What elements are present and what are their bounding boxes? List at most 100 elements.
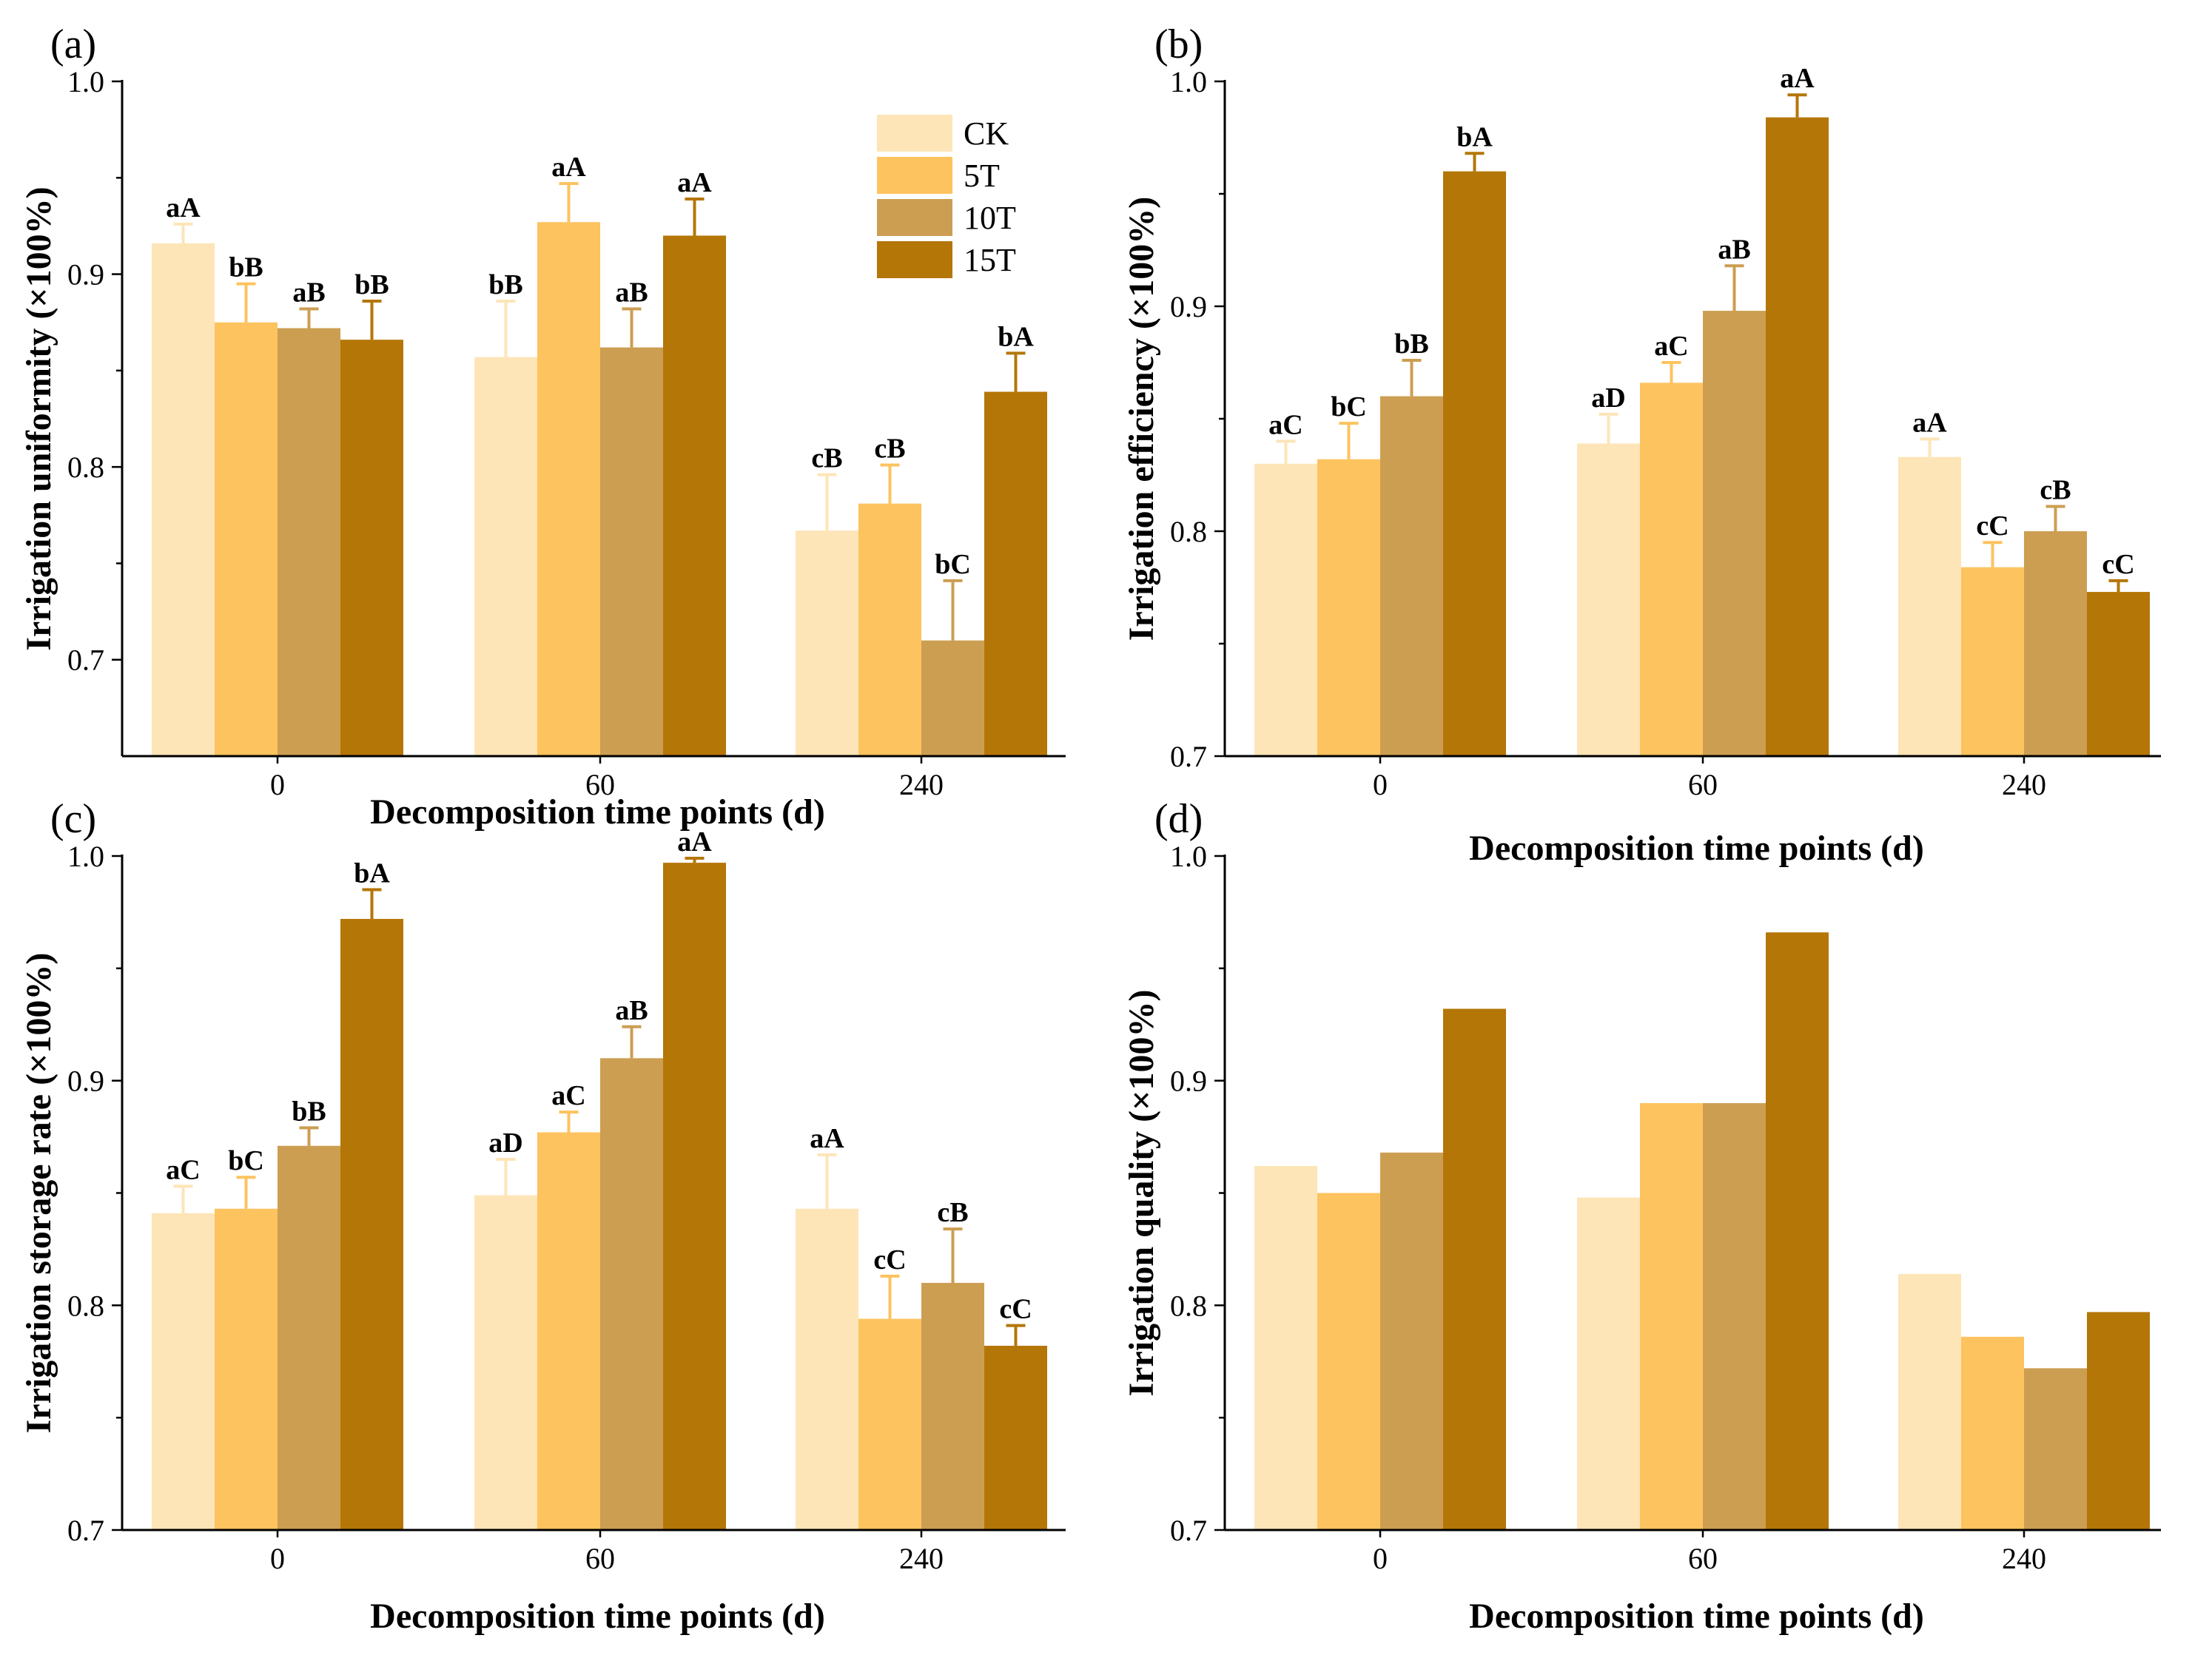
bar-5T-240	[1961, 567, 2024, 756]
x-tick-label: 240	[899, 1542, 944, 1575]
panel-b: (b) aC bC bB bA 0 aD aC aB aA 60 aA cC cB cC 240 0.7 0.8 0…	[1122, 21, 2161, 868]
y-tick-label: 0.7	[1170, 740, 1207, 773]
significance-label: aC	[551, 1080, 585, 1111]
significance-label: bA	[998, 321, 1034, 352]
significance-label: aD	[488, 1128, 522, 1159]
y-tick-label: 0.9	[1170, 1065, 1207, 1098]
y-tick-label: 0.7	[1170, 1514, 1207, 1547]
significance-label: bB	[1394, 328, 1428, 360]
bar-5T-60	[537, 222, 600, 756]
bar-15T-240	[984, 391, 1047, 756]
bar-15T-0	[340, 919, 403, 1530]
significance-label: cC	[873, 1244, 906, 1275]
panel-d: (d) 0 60 240 0.7 0.8 0.9 1.0 Irrigation quality …	[1122, 796, 2161, 1636]
bar-CK-0	[152, 1213, 215, 1530]
legend-swatch-15T	[877, 241, 952, 278]
bar-10T-60	[1703, 1103, 1766, 1530]
significance-label: bB	[354, 269, 389, 300]
significance-label: aD	[1591, 383, 1625, 414]
significance-label: bB	[292, 1096, 326, 1127]
y-tick-label: 0.8	[1170, 1289, 1207, 1322]
significance-label: aA	[551, 152, 586, 183]
x-tick-label: 60	[1688, 1542, 1718, 1575]
bar-10T-60	[1703, 311, 1766, 757]
bar-15T-0	[1443, 171, 1506, 757]
significance-label: aC	[1268, 409, 1302, 440]
bar-CK-60	[1577, 1197, 1640, 1530]
panel-label: (a)	[50, 21, 96, 67]
bar-10T-0	[1380, 1152, 1443, 1530]
significance-label: cC	[2102, 549, 2134, 580]
bar-15T-60	[1766, 932, 1829, 1530]
significance-label: cB	[2040, 475, 2071, 506]
y-tick-label: 0.7	[67, 644, 104, 677]
significance-label: bB	[488, 269, 522, 300]
bar-10T-240	[2024, 1368, 2087, 1530]
bar-15T-240	[2087, 592, 2150, 756]
significance-label: bB	[229, 252, 263, 283]
panel-label: (b)	[1154, 21, 1203, 67]
significance-label: aA	[1780, 63, 1815, 94]
significance-label: cB	[937, 1197, 968, 1228]
bar-15T-0	[340, 340, 403, 756]
bar-15T-0	[1443, 1008, 1506, 1530]
y-axis-title: Irrigation efficiency (×100%)	[1122, 197, 1161, 641]
significance-label: aB	[615, 277, 648, 308]
significance-label: aB	[292, 277, 325, 308]
x-tick-label: 60	[585, 768, 615, 801]
bar-15T-60	[663, 863, 726, 1530]
bar-CK-60	[1577, 443, 1640, 756]
y-tick-label: 0.9	[67, 258, 104, 292]
significance-label: bC	[228, 1145, 264, 1176]
y-axis-title: Irrigation storage rate (×100%)	[19, 953, 58, 1434]
x-tick-label: 60	[585, 1542, 615, 1575]
x-tick-label: 0	[1373, 1542, 1388, 1575]
significance-label: aA	[810, 1123, 844, 1154]
significance-label: aC	[1654, 331, 1688, 362]
y-axis-title: Irrigation quality (×100%)	[1122, 989, 1161, 1396]
bar-5T-60	[1640, 1103, 1703, 1530]
x-axis-title: Decomposition time points (d)	[370, 1597, 825, 1636]
panel-label: (c)	[50, 796, 96, 842]
significance-label: cB	[874, 434, 905, 465]
bar-10T-240	[2024, 531, 2087, 756]
significance-label: aA	[166, 192, 201, 223]
bar-CK-240	[796, 530, 858, 756]
bar-10T-0	[1380, 396, 1443, 756]
bar-15T-240	[2087, 1312, 2150, 1530]
legend-swatch-10T	[877, 199, 952, 236]
bar-15T-60	[1766, 117, 1829, 756]
x-tick-label: 60	[1688, 768, 1718, 801]
bar-5T-0	[1317, 459, 1380, 756]
significance-label: bA	[354, 858, 390, 889]
bar-5T-240	[858, 1318, 921, 1530]
y-tick-label: 0.9	[67, 1065, 104, 1098]
bar-5T-240	[1961, 1336, 2024, 1530]
x-tick-label: 240	[2002, 768, 2046, 801]
legend-label-CK: CK	[964, 115, 1009, 152]
x-axis-title: Decomposition time points (d)	[370, 792, 825, 832]
significance-label: aA	[1912, 407, 1947, 438]
bar-5T-60	[537, 1132, 600, 1530]
significance-label: bC	[935, 549, 971, 580]
bar-10T-60	[600, 1058, 663, 1530]
significance-label: cB	[811, 443, 842, 474]
bar-10T-240	[921, 1282, 984, 1530]
bar-15T-240	[984, 1345, 1047, 1530]
y-tick-label: 1.0	[67, 65, 104, 98]
legend-label-15T: 15T	[964, 242, 1016, 278]
y-tick-label: 1.0	[1170, 840, 1207, 873]
legend-swatch-5T	[877, 157, 952, 194]
bar-10T-240	[921, 640, 984, 756]
significance-label: aB	[615, 995, 648, 1026]
significance-label: bA	[1456, 121, 1493, 152]
bar-CK-60	[474, 1195, 537, 1530]
bar-5T-0	[215, 1208, 278, 1530]
x-tick-label: 0	[1373, 768, 1388, 801]
y-tick-label: 0.7	[67, 1514, 104, 1547]
bar-5T-0	[215, 322, 278, 756]
panel-a: (a) aA bB aB bB 0 bB aA aB aA 60 cB cB bC bA 240 0.7 0.8 0…	[19, 21, 1066, 832]
bar-CK-0	[152, 243, 215, 756]
bar-5T-240	[858, 503, 921, 756]
